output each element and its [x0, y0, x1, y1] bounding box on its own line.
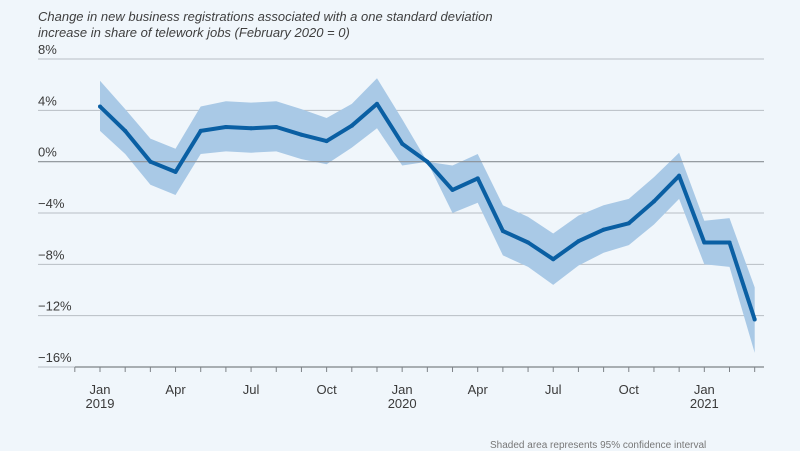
data-point	[349, 123, 354, 128]
x-tick-label: Jan	[392, 382, 413, 397]
data-point	[752, 317, 757, 322]
data-point	[173, 169, 178, 174]
data-point	[500, 229, 505, 233]
data-point	[249, 126, 254, 131]
data-point	[652, 199, 656, 204]
data-point	[450, 187, 455, 192]
data-point	[601, 227, 606, 232]
chart-subtitle: Change in new business registrations ass…	[38, 9, 598, 41]
confidence-band	[100, 78, 755, 353]
x-tick-year-label: 2021	[690, 396, 719, 411]
x-tick-label: Oct	[317, 382, 338, 397]
data-point	[324, 139, 329, 144]
y-tick-label: 8%	[38, 42, 57, 57]
data-point	[576, 239, 581, 244]
data-point	[274, 125, 279, 129]
data-point	[98, 104, 102, 109]
y-tick-label: −16%	[38, 350, 72, 365]
subtitle-line-2: increase in share of telework jobs (Febr…	[38, 25, 350, 40]
x-tick-year-label: 2020	[388, 396, 417, 411]
data-point	[626, 221, 631, 226]
x-tick-label: Apr	[165, 382, 186, 397]
data-point	[475, 176, 480, 181]
y-tick-label: −12%	[38, 299, 72, 314]
data-point	[677, 173, 682, 178]
x-tick-label: Jul	[243, 382, 260, 397]
series-points	[98, 101, 757, 322]
y-tick-label: 4%	[38, 93, 57, 108]
subtitle-line-1: Change in new business registrations ass…	[38, 9, 493, 24]
y-tick-label: −8%	[38, 247, 65, 262]
data-point	[198, 128, 203, 133]
y-tick-label: 0%	[38, 145, 57, 160]
data-point	[375, 101, 379, 106]
data-point	[123, 128, 128, 133]
x-tick-year-label: 2019	[86, 396, 115, 411]
x-tick-label: Jan	[694, 382, 715, 397]
data-point	[400, 141, 405, 146]
y-tick-label: −4%	[38, 196, 65, 211]
data-point	[425, 159, 430, 164]
data-point	[299, 132, 304, 137]
footnote: Shaded area represents 95% confidence in…	[490, 440, 707, 451]
data-point	[148, 159, 153, 164]
y-axis-tick-labels: 8% 4% 0% −4% −8% −12% −16%	[38, 42, 72, 365]
x-tick-label: Jul	[545, 382, 562, 397]
x-tick-label: Oct	[619, 382, 640, 397]
data-point	[223, 125, 228, 129]
x-tick-label: Apr	[468, 382, 489, 397]
data-point	[727, 240, 732, 245]
data-point	[526, 240, 531, 245]
x-tick-label: Jan	[90, 382, 111, 397]
data-point	[702, 240, 707, 245]
data-point	[551, 257, 556, 262]
